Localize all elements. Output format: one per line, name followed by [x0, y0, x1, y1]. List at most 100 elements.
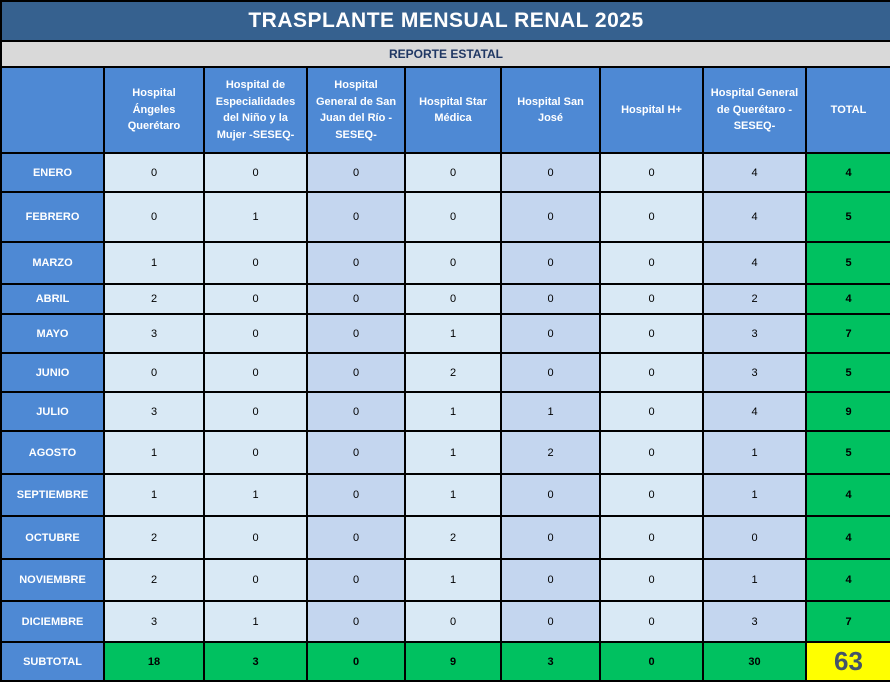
value-cell: 0 [702, 515, 807, 560]
column-header-hospital-san-juan: Hospital General de San Juan del Río -SE… [306, 66, 406, 154]
month-row: SEPTIEMBRE 1 1 0 1 0 0 1 4 [0, 473, 890, 517]
row-label: DICIEMBRE [0, 600, 105, 643]
value-cell: 0 [404, 600, 502, 643]
subtitle-row: REPORTE ESTATAL [0, 40, 890, 68]
value-cell: 2 [103, 558, 205, 602]
value-cell: 0 [500, 241, 601, 285]
row-label: ENERO [0, 152, 105, 193]
month-row: MARZO 1 0 0 0 0 0 4 5 [0, 241, 890, 285]
month-row: JULIO 3 0 0 1 1 0 4 9 [0, 391, 890, 432]
value-cell: 0 [599, 352, 704, 393]
row-label: FEBRERO [0, 191, 105, 243]
value-cell: 0 [500, 600, 601, 643]
value-cell: 0 [103, 352, 205, 393]
value-cell: 3 [702, 600, 807, 643]
month-row: ABRIL 2 0 0 0 0 0 2 4 [0, 283, 890, 315]
row-total-cell: 5 [804, 430, 890, 475]
value-cell: 0 [500, 473, 601, 517]
row-total-cell: 5 [804, 241, 890, 285]
value-cell: 0 [203, 152, 308, 193]
value-cell: 0 [599, 473, 704, 517]
value-cell: 1 [702, 558, 807, 602]
row-total-cell: 4 [804, 152, 890, 193]
row-total-cell: 7 [804, 600, 890, 643]
corner-cell [0, 66, 105, 154]
value-cell: 0 [404, 152, 502, 193]
value-cell: 1 [203, 600, 308, 643]
row-total-cell: 5 [804, 191, 890, 243]
report-subtitle: REPORTE ESTATAL [0, 40, 890, 68]
subtotal-value-cell: 3 [500, 641, 601, 682]
value-cell: 0 [306, 430, 406, 475]
value-cell: 0 [306, 558, 406, 602]
value-cell: 3 [702, 352, 807, 393]
column-header-total: TOTAL [804, 66, 890, 154]
value-cell: 0 [306, 515, 406, 560]
subtotal-value-cell: 9 [404, 641, 502, 682]
row-total-cell: 5 [804, 352, 890, 393]
value-cell: 4 [702, 152, 807, 193]
value-cell: 0 [500, 515, 601, 560]
value-cell: 1 [203, 191, 308, 243]
value-cell: 0 [500, 191, 601, 243]
value-cell: 1 [500, 391, 601, 432]
value-cell: 0 [203, 391, 308, 432]
month-row: JUNIO 0 0 0 2 0 0 3 5 [0, 352, 890, 393]
value-cell: 0 [103, 152, 205, 193]
month-row: NOVIEMBRE 2 0 0 1 0 0 1 4 [0, 558, 890, 602]
subtotal-value-cell: 30 [702, 641, 807, 682]
subtotal-value-cell: 0 [306, 641, 406, 682]
subtotal-label: SUBTOTAL [0, 641, 105, 682]
value-cell: 3 [103, 313, 205, 354]
value-cell: 2 [103, 283, 205, 315]
value-cell: 0 [306, 152, 406, 193]
subtotal-value-cell: 18 [103, 641, 205, 682]
subtotal-row: SUBTOTAL 18 3 0 9 3 0 30 63 [0, 641, 890, 682]
month-row: MAYO 3 0 0 1 0 0 3 7 [0, 313, 890, 354]
row-total-cell: 4 [804, 515, 890, 560]
value-cell: 0 [599, 191, 704, 243]
value-cell: 0 [203, 313, 308, 354]
value-cell: 1 [404, 473, 502, 517]
value-cell: 0 [203, 430, 308, 475]
value-cell: 0 [404, 241, 502, 285]
value-cell: 1 [404, 391, 502, 432]
value-cell: 2 [500, 430, 601, 475]
value-cell: 0 [599, 391, 704, 432]
row-total-cell: 4 [804, 473, 890, 517]
value-cell: 1 [702, 430, 807, 475]
row-total-cell: 4 [804, 558, 890, 602]
value-cell: 0 [306, 600, 406, 643]
row-label: MAYO [0, 313, 105, 354]
value-cell: 0 [203, 515, 308, 560]
value-cell: 0 [306, 241, 406, 285]
title-row: TRASPLANTE MENSUAL RENAL 2025 [0, 0, 890, 42]
value-cell: 0 [599, 430, 704, 475]
value-cell: 2 [404, 515, 502, 560]
row-total-cell: 4 [804, 283, 890, 315]
value-cell: 0 [500, 283, 601, 315]
month-row: DICIEMBRE 3 1 0 0 0 0 3 7 [0, 600, 890, 643]
column-header-row: Hospital Ángeles Querétaro Hospital de E… [0, 66, 890, 154]
value-cell: 1 [103, 473, 205, 517]
row-label: JUNIO [0, 352, 105, 393]
value-cell: 0 [404, 283, 502, 315]
value-cell: 3 [103, 600, 205, 643]
month-row: FEBRERO 0 1 0 0 0 0 4 5 [0, 191, 890, 243]
value-cell: 0 [599, 558, 704, 602]
value-cell: 3 [103, 391, 205, 432]
report-title: TRASPLANTE MENSUAL RENAL 2025 [0, 0, 890, 42]
value-cell: 4 [702, 191, 807, 243]
row-label: NOVIEMBRE [0, 558, 105, 602]
value-cell: 0 [306, 313, 406, 354]
value-cell: 3 [702, 313, 807, 354]
subtotal-value-cell: 3 [203, 641, 308, 682]
subtotal-value-cell: 0 [599, 641, 704, 682]
value-cell: 4 [702, 241, 807, 285]
month-row: OCTUBRE 2 0 0 2 0 0 0 4 [0, 515, 890, 560]
value-cell: 0 [203, 352, 308, 393]
value-cell: 1 [702, 473, 807, 517]
value-cell: 0 [599, 515, 704, 560]
